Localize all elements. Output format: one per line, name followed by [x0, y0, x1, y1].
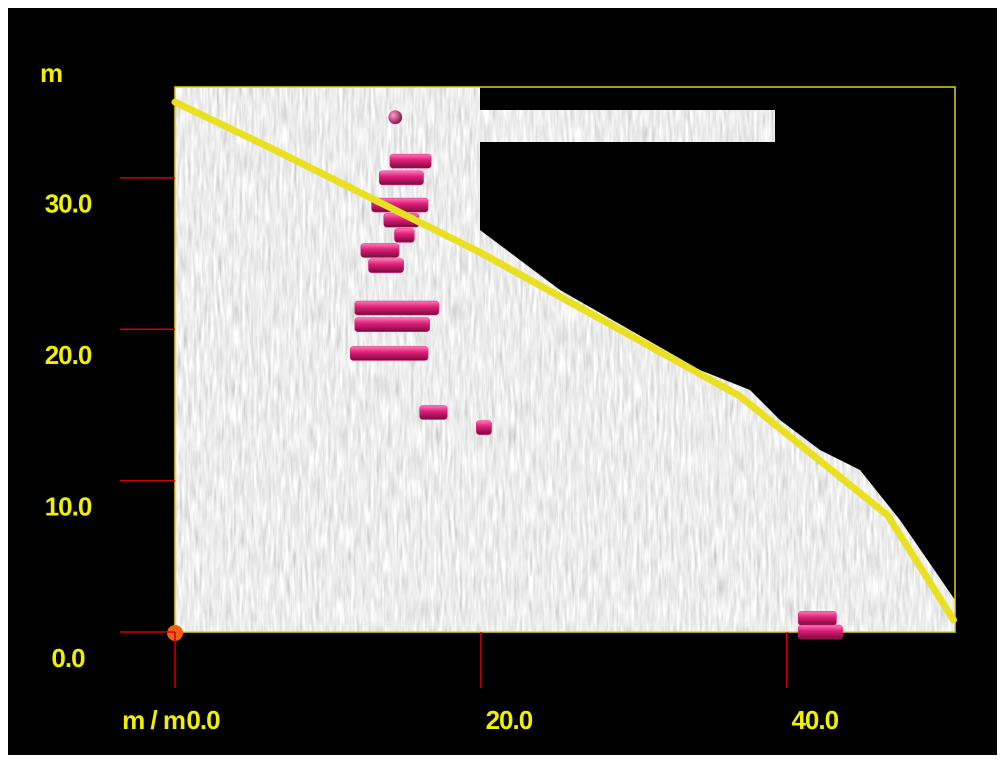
target	[394, 228, 415, 243]
y-tick-label: 0.0	[51, 643, 85, 673]
target	[476, 420, 492, 435]
target	[360, 243, 400, 258]
profile-line	[171, 98, 957, 624]
x-tick-label: 0.0	[186, 705, 220, 735]
x-tick-label: 20.0	[486, 705, 533, 735]
plot-frame	[174, 86, 956, 633]
target	[354, 317, 430, 332]
target-sphere	[388, 110, 403, 125]
target	[419, 405, 448, 420]
x-axis-label: m / m	[122, 705, 185, 735]
target	[349, 346, 429, 361]
target	[389, 153, 432, 169]
target	[797, 611, 837, 626]
target	[368, 258, 404, 273]
target	[797, 624, 843, 640]
y-tick-label: 10.0	[45, 491, 92, 521]
y-axis-label: m	[40, 58, 62, 88]
target	[354, 300, 440, 316]
y-tick-label: 30.0	[45, 189, 92, 219]
x-tick-label: 40.0	[791, 705, 838, 735]
target	[378, 170, 424, 186]
y-tick-label: 20.0	[45, 340, 92, 370]
